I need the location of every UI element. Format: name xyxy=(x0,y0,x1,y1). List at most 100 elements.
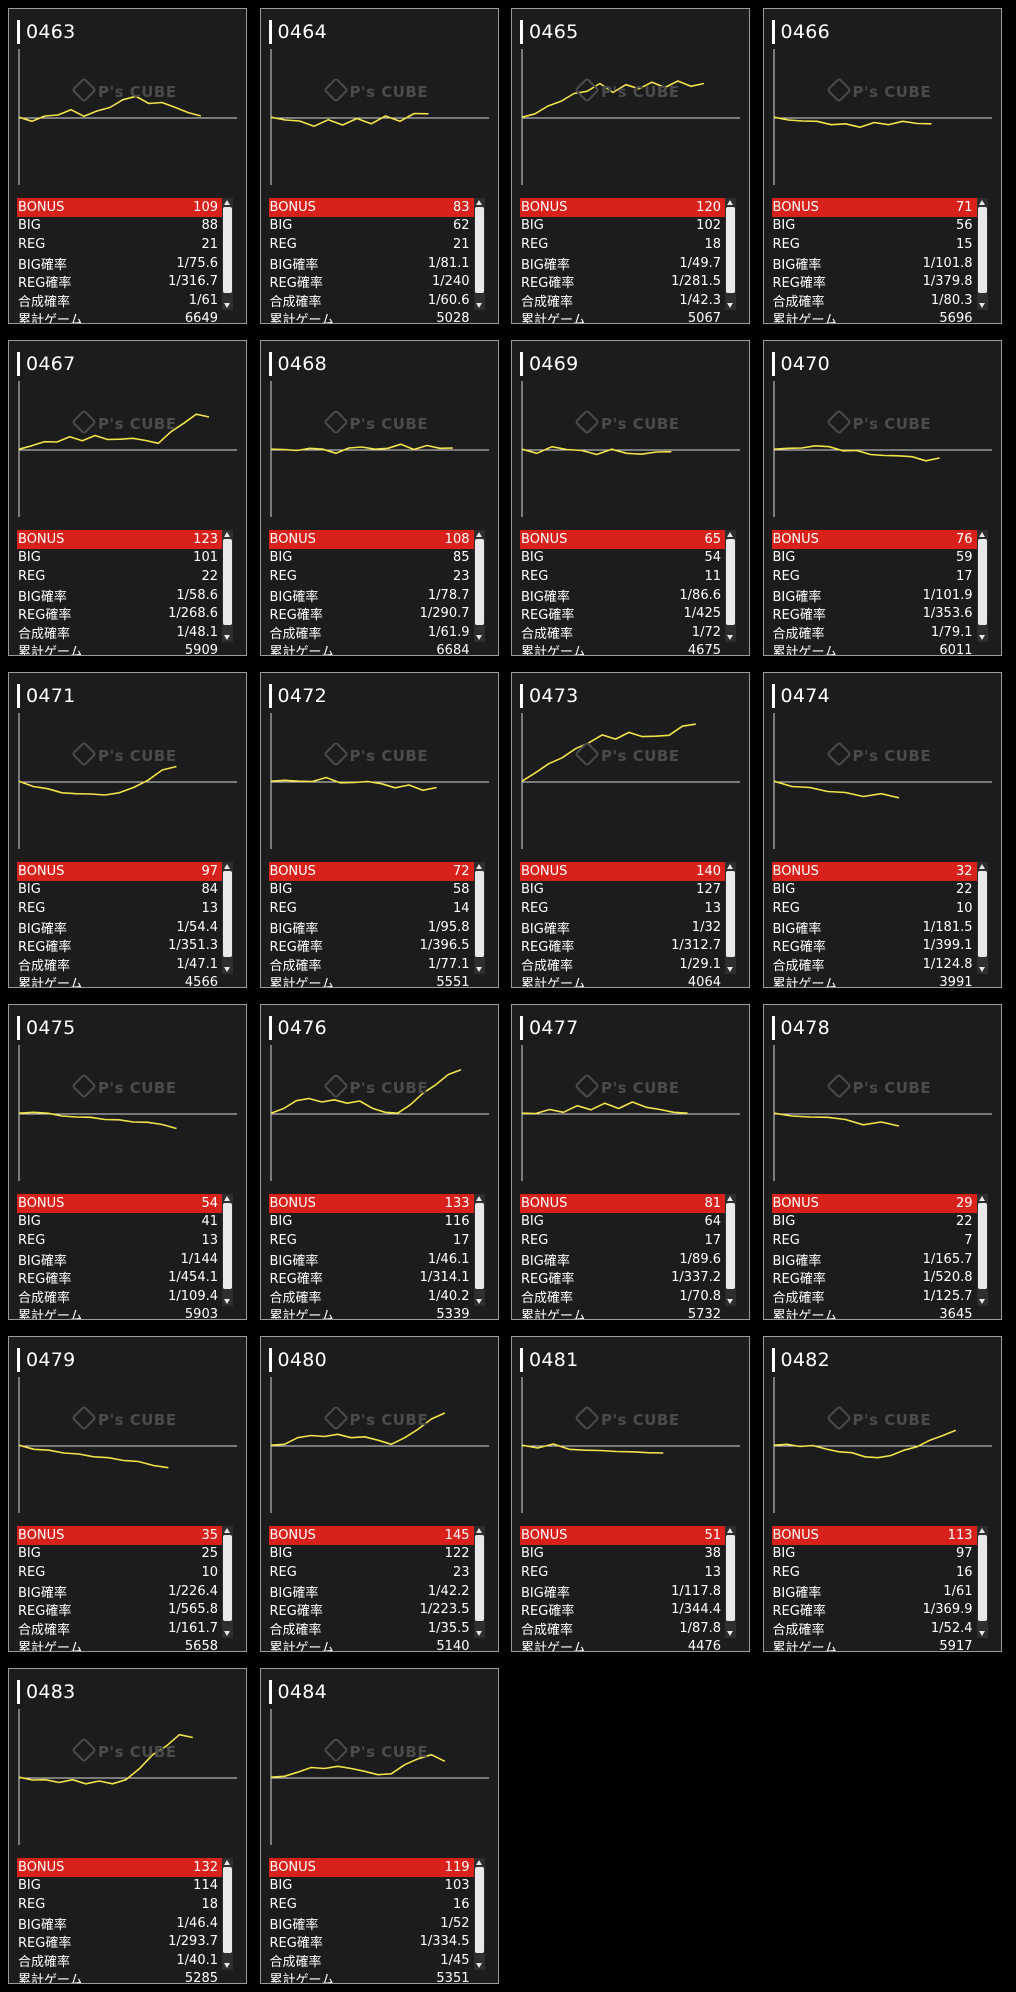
stats-scrollbar[interactable] xyxy=(222,1194,233,1306)
machine-card[interactable]: 0479 P's CUBE BONUS 35 BIG 25 REG 10 BIG確率 1/226.… xyxy=(8,1336,247,1652)
scroll-thumb[interactable] xyxy=(726,207,735,293)
stats-scrollbar[interactable] xyxy=(473,1526,485,1638)
stats-scrollbar[interactable] xyxy=(976,862,988,974)
stats-scrollbar[interactable] xyxy=(976,198,988,310)
scroll-thumb[interactable] xyxy=(474,871,484,957)
scroll-up-arrow-icon[interactable] xyxy=(224,1196,230,1201)
scroll-down-arrow-icon[interactable] xyxy=(224,1299,230,1304)
machine-card[interactable]: 0465 P's CUBE BONUS 120 BIG 102 REG 18 BIG確率 1/49… xyxy=(511,8,750,324)
scroll-up-arrow-icon[interactable] xyxy=(978,1528,985,1533)
machine-card[interactable]: 0470 P's CUBE BONUS 76 BIG 59 REG 17 BIG確率 1/101.… xyxy=(762,340,1002,656)
scroll-down-arrow-icon[interactable] xyxy=(224,1631,230,1636)
scroll-up-arrow-icon[interactable] xyxy=(727,864,733,869)
scroll-up-arrow-icon[interactable] xyxy=(978,1196,985,1201)
scroll-thumb[interactable] xyxy=(474,1535,484,1621)
machine-card[interactable]: 0468 P's CUBE BONUS 108 BIG 85 REG 23 BIG確率 1/78.… xyxy=(259,340,499,656)
scroll-down-arrow-icon[interactable] xyxy=(978,303,985,308)
machine-card[interactable]: 0476 P's CUBE BONUS 133 BIG 116 REG 17 BIG確率 1/46… xyxy=(259,1004,499,1320)
machine-card[interactable]: 0477 P's CUBE BONUS 81 BIG 64 REG 17 BIG確率 1/89.6… xyxy=(511,1004,750,1320)
machine-card[interactable]: 0473 P's CUBE BONUS 140 BIG 127 REG 13 BIG確率 1/32… xyxy=(511,672,750,988)
stats-scrollbar[interactable] xyxy=(222,1858,233,1970)
scroll-thumb[interactable] xyxy=(474,1867,484,1953)
scroll-down-arrow-icon[interactable] xyxy=(727,967,733,972)
machine-card[interactable]: 0481 P's CUBE BONUS 51 BIG 38 REG 13 BIG確率 1/117.… xyxy=(511,1336,750,1652)
stats-scrollbar[interactable] xyxy=(976,530,988,642)
scroll-thumb[interactable] xyxy=(977,871,987,957)
scroll-down-arrow-icon[interactable] xyxy=(978,1631,985,1636)
machine-card[interactable]: 0483 P's CUBE BONUS 132 BIG 114 REG 18 BIG確率 1/46… xyxy=(8,1668,247,1984)
stats-scrollbar[interactable] xyxy=(976,1526,988,1638)
machine-card[interactable]: 0469 P's CUBE BONUS 65 BIG 54 REG 11 BIG確率 1/86.6… xyxy=(511,340,750,656)
scroll-thumb[interactable] xyxy=(223,871,232,957)
stats-scrollbar[interactable] xyxy=(725,1194,736,1306)
scroll-thumb[interactable] xyxy=(977,539,987,625)
scroll-up-arrow-icon[interactable] xyxy=(727,200,733,205)
scroll-thumb[interactable] xyxy=(977,1203,987,1289)
machine-card[interactable]: 0471 P's CUBE BONUS 97 BIG 84 REG 13 BIG確率 1/54.4… xyxy=(8,672,247,988)
scroll-down-arrow-icon[interactable] xyxy=(224,1963,230,1968)
stats-scrollbar[interactable] xyxy=(473,530,485,642)
scroll-down-arrow-icon[interactable] xyxy=(224,635,230,640)
stats-scrollbar[interactable] xyxy=(222,1526,233,1638)
scroll-thumb[interactable] xyxy=(223,1867,232,1953)
scroll-up-arrow-icon[interactable] xyxy=(978,532,985,537)
machine-card[interactable]: 0474 P's CUBE BONUS 32 BIG 22 REG 10 BIG確率 1/181.… xyxy=(762,672,1002,988)
scroll-up-arrow-icon[interactable] xyxy=(475,864,482,869)
scroll-up-arrow-icon[interactable] xyxy=(727,1528,733,1533)
scroll-thumb[interactable] xyxy=(977,207,987,293)
machine-card[interactable]: 0463 P's CUBE BONUS 109 BIG 88 REG 21 BIG確率 1/75.… xyxy=(8,8,247,324)
scroll-down-arrow-icon[interactable] xyxy=(475,1299,482,1304)
scroll-down-arrow-icon[interactable] xyxy=(475,635,482,640)
scroll-up-arrow-icon[interactable] xyxy=(224,1860,230,1865)
machine-card[interactable]: 0482 P's CUBE BONUS 113 BIG 97 REG 16 BIG確率 1/61 R… xyxy=(762,1336,1002,1652)
scroll-thumb[interactable] xyxy=(726,1535,735,1621)
scroll-thumb[interactable] xyxy=(726,871,735,957)
scroll-up-arrow-icon[interactable] xyxy=(224,864,230,869)
stats-scrollbar[interactable] xyxy=(725,1526,736,1638)
scroll-thumb[interactable] xyxy=(474,1203,484,1289)
stats-scrollbar[interactable] xyxy=(473,862,485,974)
scroll-up-arrow-icon[interactable] xyxy=(475,532,482,537)
scroll-up-arrow-icon[interactable] xyxy=(224,1528,230,1533)
scroll-thumb[interactable] xyxy=(223,1535,232,1621)
stats-scrollbar[interactable] xyxy=(725,862,736,974)
scroll-down-arrow-icon[interactable] xyxy=(727,635,733,640)
scroll-up-arrow-icon[interactable] xyxy=(224,532,230,537)
scroll-up-arrow-icon[interactable] xyxy=(475,1528,482,1533)
scroll-up-arrow-icon[interactable] xyxy=(475,200,482,205)
scroll-down-arrow-icon[interactable] xyxy=(475,303,482,308)
stats-scrollbar[interactable] xyxy=(473,1194,485,1306)
scroll-down-arrow-icon[interactable] xyxy=(978,967,985,972)
scroll-down-arrow-icon[interactable] xyxy=(475,1631,482,1636)
machine-card[interactable]: 0472 P's CUBE BONUS 72 BIG 58 REG 14 BIG確率 1/95.8… xyxy=(259,672,499,988)
scroll-thumb[interactable] xyxy=(474,539,484,625)
scroll-down-arrow-icon[interactable] xyxy=(475,967,482,972)
machine-card[interactable]: 0480 P's CUBE BONUS 145 BIG 122 REG 23 BIG確率 1/42… xyxy=(259,1336,499,1652)
scroll-down-arrow-icon[interactable] xyxy=(978,635,985,640)
stats-scrollbar[interactable] xyxy=(473,1858,485,1970)
scroll-up-arrow-icon[interactable] xyxy=(727,532,733,537)
machine-card[interactable]: 0484 P's CUBE BONUS 119 BIG 103 REG 16 BIG確率 1/52… xyxy=(259,1668,499,1984)
machine-card[interactable]: 0467 P's CUBE BONUS 123 BIG 101 REG 22 BIG確率 1/58… xyxy=(8,340,247,656)
scroll-up-arrow-icon[interactable] xyxy=(978,200,985,205)
scroll-thumb[interactable] xyxy=(977,1535,987,1621)
scroll-down-arrow-icon[interactable] xyxy=(224,967,230,972)
stats-scrollbar[interactable] xyxy=(976,1194,988,1306)
scroll-up-arrow-icon[interactable] xyxy=(727,1196,733,1201)
scroll-down-arrow-icon[interactable] xyxy=(978,1299,985,1304)
scroll-down-arrow-icon[interactable] xyxy=(475,1963,482,1968)
stats-scrollbar[interactable] xyxy=(725,198,736,310)
machine-card[interactable]: 0475 P's CUBE BONUS 54 BIG 41 REG 13 BIG確率 1/144 R… xyxy=(8,1004,247,1320)
scroll-up-arrow-icon[interactable] xyxy=(475,1196,482,1201)
stats-scrollbar[interactable] xyxy=(222,198,233,310)
scroll-thumb[interactable] xyxy=(726,539,735,625)
scroll-thumb[interactable] xyxy=(223,207,232,293)
machine-card[interactable]: 0466 P's CUBE BONUS 71 BIG 56 REG 15 BIG確率 1/101.… xyxy=(762,8,1002,324)
scroll-thumb[interactable] xyxy=(474,207,484,293)
scroll-down-arrow-icon[interactable] xyxy=(727,1631,733,1636)
scroll-up-arrow-icon[interactable] xyxy=(224,200,230,205)
stats-scrollbar[interactable] xyxy=(222,530,233,642)
scroll-thumb[interactable] xyxy=(223,539,232,625)
machine-card[interactable]: 0478 P's CUBE BONUS 29 BIG 22 REG 7 BIG確率 1/165.7… xyxy=(762,1004,1002,1320)
stats-scrollbar[interactable] xyxy=(222,862,233,974)
